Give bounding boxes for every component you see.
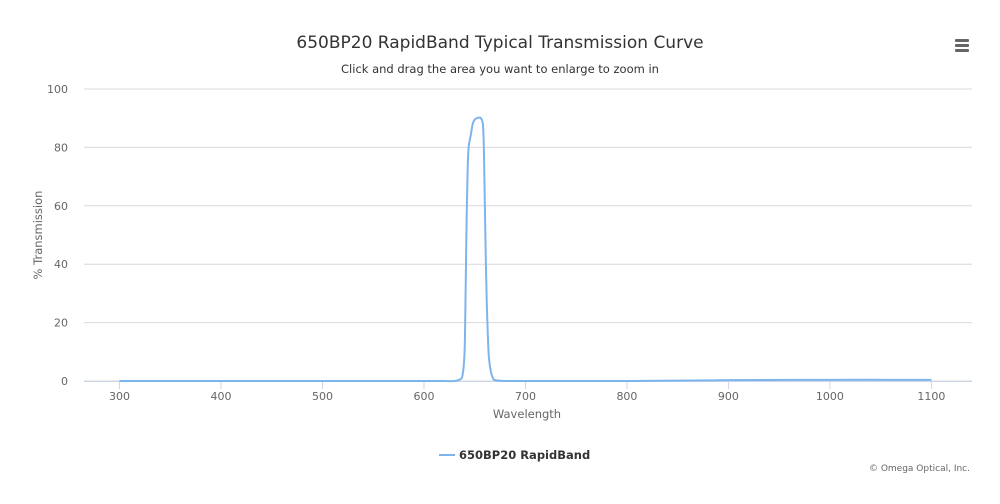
y-tick-label: 40 — [54, 258, 68, 271]
y-tick-label: 80 — [54, 141, 68, 154]
x-tick-label: 400 — [211, 390, 232, 403]
x-tick-label: 900 — [718, 390, 739, 403]
y-axis-title: % Transmission — [31, 191, 45, 280]
x-tick-label: 1000 — [816, 390, 844, 403]
x-axis-title: Wavelength — [493, 407, 561, 421]
legend-label[interactable]: 650BP20 RapidBand — [459, 448, 590, 462]
y-tick-label: 0 — [61, 375, 68, 388]
x-tick-label: 600 — [413, 390, 434, 403]
chart-subtitle: Click and drag the area you want to enla… — [341, 62, 659, 76]
menu-bar — [955, 39, 969, 42]
menu-bar — [955, 49, 969, 52]
x-tick-label: 700 — [515, 390, 536, 403]
y-axis: 0 20 40 60 80 100 — [47, 83, 68, 388]
x-tick-label: 300 — [109, 390, 130, 403]
credits[interactable]: © Omega Optical, Inc. — [869, 464, 970, 474]
y-tick-label: 60 — [54, 200, 68, 213]
y-tick-label: 20 — [54, 317, 68, 330]
x-tick-label: 800 — [616, 390, 637, 403]
chart-title: 650BP20 RapidBand Typical Transmission C… — [296, 33, 703, 53]
x-axis: 300 400 500 600 700 800 900 1000 1100 — [84, 381, 972, 403]
y-tick-label: 100 — [47, 83, 68, 96]
series-layer[interactable] — [119, 116, 932, 383]
hamburger-menu-icon[interactable] — [948, 34, 976, 56]
x-tick-label: 500 — [312, 390, 333, 403]
grid-lines — [84, 88, 972, 382]
menu-bar — [955, 44, 969, 47]
legend[interactable]: 650BP20 RapidBand — [439, 448, 590, 462]
x-tick-label: 1100 — [917, 390, 945, 403]
series-line[interactable] — [119, 116, 932, 383]
